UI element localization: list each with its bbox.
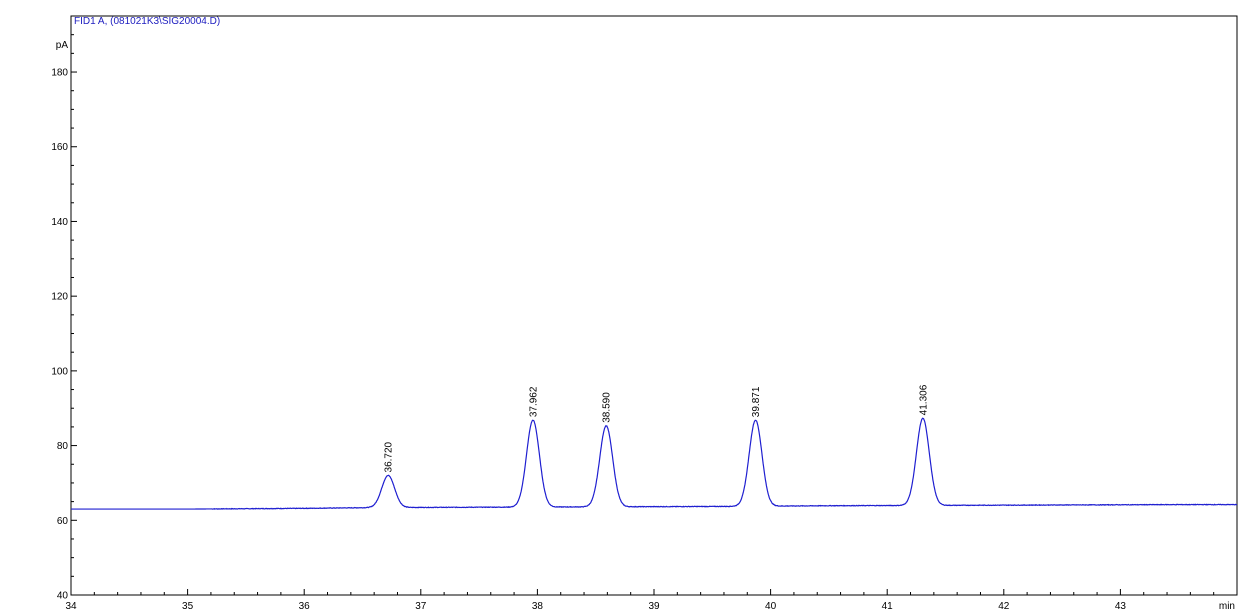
peak-retention-label: 39.871 xyxy=(751,386,762,417)
y-tick-label: 100 xyxy=(51,366,68,377)
peak-retention-label: 36.720 xyxy=(384,441,395,472)
x-axis-label: min xyxy=(1219,601,1235,612)
y-axis-ticks: 40 60 80 100 120 140 160 180 xyxy=(51,15,77,602)
peak-retention-label: 38.590 xyxy=(602,392,613,423)
y-tick-label: 40 xyxy=(57,591,69,602)
x-tick-label: 34 xyxy=(65,601,77,612)
signal-trace xyxy=(71,417,1238,510)
y-tick-label: 120 xyxy=(51,292,68,303)
peak-retention-label: 41.306 xyxy=(918,384,929,415)
peak-labels: 36.720 37.962 38.590 39.871 41.306 xyxy=(384,384,930,472)
y-tick-label: 180 xyxy=(51,68,68,79)
x-tick-label: 39 xyxy=(648,601,660,612)
x-tick-label: 41 xyxy=(882,601,894,612)
x-tick-label: 36 xyxy=(299,601,311,612)
y-tick-label: 140 xyxy=(51,217,68,228)
x-tick-label: 38 xyxy=(532,601,544,612)
x-tick-label: 43 xyxy=(1115,601,1127,612)
peak-retention-label: 37.962 xyxy=(528,386,539,417)
y-tick-label: 80 xyxy=(57,441,69,452)
x-tick-label: 40 xyxy=(765,601,777,612)
y-tick-label: 60 xyxy=(57,516,69,527)
chart-title: FID1 A, (081021K3\SIG20004.D) xyxy=(74,16,221,27)
x-axis-ticks: 34 35 36 37 38 39 40 41 42 43 xyxy=(65,589,1238,612)
x-tick-label: 35 xyxy=(182,601,194,612)
y-axis-label: pA xyxy=(56,40,69,51)
x-tick-label: 42 xyxy=(998,601,1010,612)
x-tick-label: 37 xyxy=(415,601,427,612)
y-tick-label: 160 xyxy=(51,142,68,153)
